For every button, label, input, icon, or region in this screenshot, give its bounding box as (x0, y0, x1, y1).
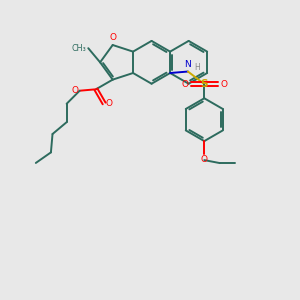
Text: O: O (71, 85, 78, 94)
Text: H: H (194, 64, 200, 73)
Text: O: O (220, 80, 227, 88)
Text: O: O (109, 33, 116, 42)
Text: O: O (106, 99, 112, 108)
Text: O: O (201, 155, 208, 164)
Text: S: S (200, 79, 208, 89)
Text: O: O (182, 80, 188, 88)
Text: CH₃: CH₃ (71, 44, 86, 53)
Text: N: N (184, 61, 191, 70)
